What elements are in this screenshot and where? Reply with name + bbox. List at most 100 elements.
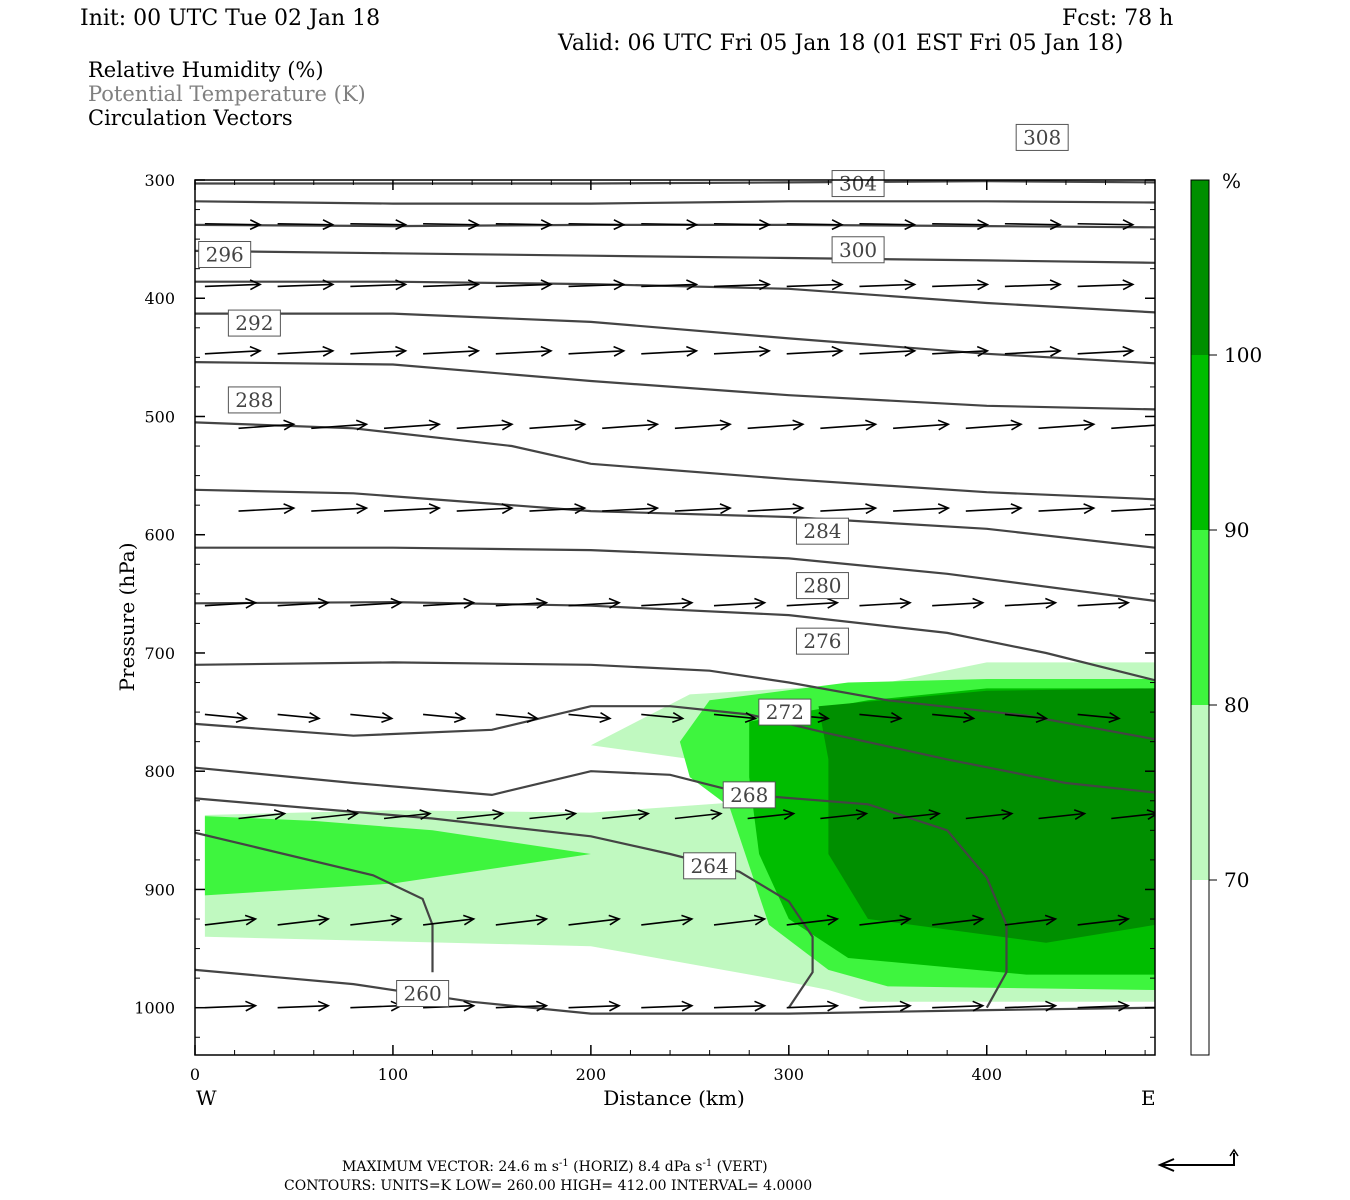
vector-head: [1010, 503, 1023, 515]
contour-label-box: [683, 852, 737, 880]
circulation-vector: [1111, 424, 1155, 430]
circulation-vector: [786, 345, 844, 357]
vector-head: [1117, 597, 1131, 609]
vector-shaft: [529, 507, 585, 512]
vector-shaft: [423, 222, 479, 226]
circulation-vector: [350, 914, 403, 926]
contour-label-292: 292: [227, 309, 281, 337]
vector-shaft: [277, 350, 333, 355]
vector-head: [826, 1000, 840, 1012]
vector-shaft: [495, 222, 552, 226]
vector-shaft: [893, 812, 940, 820]
circulation-vector: [204, 219, 262, 231]
circulation-vector: [965, 419, 1023, 431]
vector-head: [613, 345, 626, 357]
circulation-vector: [1038, 503, 1096, 515]
vector-shaft: [713, 713, 756, 720]
vector-shaft: [1077, 918, 1129, 926]
circulation-vector: [568, 279, 626, 291]
vector-head: [428, 419, 442, 431]
theta-contour-304: [195, 280, 1155, 314]
vector-head: [317, 1000, 331, 1012]
vector-head: [574, 419, 587, 431]
vector-head: [758, 345, 772, 357]
vector-shaft: [383, 812, 431, 820]
vector-shaft: [820, 812, 867, 820]
vector-head: [744, 712, 758, 724]
x-tick-label: 300: [774, 1065, 805, 1084]
vector-head: [1108, 712, 1121, 724]
vector-head: [453, 712, 467, 724]
vector-shaft: [423, 283, 479, 288]
vector-head: [719, 503, 732, 515]
vector-shaft: [1077, 222, 1133, 226]
vector-shaft: [786, 222, 842, 226]
vector-shaft: [859, 283, 915, 288]
reference-vector-icon: [1157, 1148, 1239, 1172]
vector-head: [245, 597, 258, 609]
vector-head: [317, 597, 331, 609]
vector-head: [754, 597, 767, 609]
vector-head: [1122, 279, 1135, 291]
vector-shaft: [859, 918, 911, 926]
contour-label-box: [795, 517, 849, 545]
vector-shaft: [932, 222, 988, 226]
circulation-vector: [641, 219, 699, 231]
vector-head: [526, 712, 540, 724]
circulation-vector: [1111, 809, 1155, 821]
circulation-vector: [747, 419, 805, 431]
vector-shaft: [674, 423, 731, 430]
vector-shaft: [602, 812, 649, 820]
vector-shaft: [1077, 1004, 1129, 1009]
vector-head: [972, 1000, 985, 1012]
circulation-vector: [495, 345, 553, 357]
vector-head: [467, 279, 481, 291]
vector-shaft: [1038, 812, 1085, 820]
vector-shaft: [1111, 812, 1155, 820]
circulation-vector: [1077, 712, 1121, 724]
circulation-vector: [713, 597, 767, 609]
vector-shaft: [713, 350, 770, 355]
circulation-vector: [204, 1000, 258, 1012]
vector-head: [245, 1000, 258, 1012]
contour-label-box: [795, 572, 849, 600]
circulation-vector: [423, 345, 481, 357]
vector-shaft: [495, 713, 538, 720]
vector-head: [899, 914, 912, 926]
circulation-vector: [529, 809, 578, 821]
theta-contour-300: [195, 312, 1155, 365]
circulation-vector: [1004, 279, 1062, 291]
contour-label-text: 264: [691, 854, 729, 878]
vector-head: [1083, 419, 1096, 431]
vector-head: [758, 279, 772, 291]
vector-shaft: [204, 601, 256, 607]
vector-head: [322, 279, 335, 291]
vector-head: [928, 809, 941, 821]
contour-label-text: 284: [803, 519, 841, 543]
vector-shaft: [1077, 713, 1120, 720]
circulation-vector: [456, 809, 505, 821]
vector-head: [1117, 914, 1131, 926]
vector-shaft: [383, 423, 440, 430]
vector-head: [976, 345, 990, 357]
circulation-vector: [859, 712, 903, 724]
circulation-vector: [495, 712, 540, 724]
circulation-vector: [350, 1000, 403, 1012]
vector-shaft: [456, 507, 512, 512]
vector-head: [608, 597, 621, 609]
contours-info-line: CONTOURS: UNITS=K LOW= 260.00 HIGH= 412.…: [284, 1178, 812, 1194]
vector-shaft: [277, 918, 329, 926]
vector-head: [535, 914, 549, 926]
vector-head: [463, 597, 476, 609]
vector-shaft: [311, 812, 358, 820]
vector-head: [540, 279, 553, 291]
vector-head: [1146, 809, 1155, 821]
vector-head: [1117, 1000, 1131, 1012]
legend-circulation-vectors: Circulation Vectors: [88, 106, 293, 130]
contour-label-text: 304: [839, 172, 877, 196]
vector-head: [249, 219, 262, 231]
vector-shaft: [350, 283, 406, 288]
vector-head: [608, 1000, 621, 1012]
vector-shaft: [932, 1004, 983, 1009]
contour-label-304: 304: [831, 170, 885, 198]
